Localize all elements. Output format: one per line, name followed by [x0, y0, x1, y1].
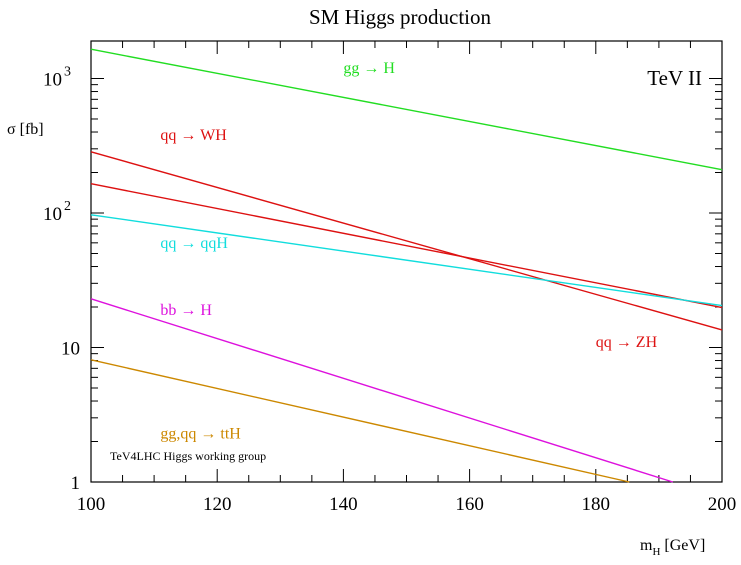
x-tick-label: 100: [77, 494, 106, 515]
series-line-0: [90, 48, 723, 171]
y-tick-label: 1: [71, 473, 81, 494]
y-tick-label-exponent: 3: [64, 64, 71, 79]
x-tick-label: 160: [455, 494, 484, 515]
x-tick-label: 120: [203, 494, 232, 515]
series-line-1: [90, 151, 723, 331]
x-axis-label-main: m: [640, 537, 653, 554]
series-label-4: bb → H: [160, 302, 212, 319]
corner-label: TeV II: [647, 66, 702, 90]
x-tick-label: 180: [582, 494, 611, 515]
series-lines: [90, 48, 723, 483]
x-axis-label: mH [GeV]: [640, 537, 705, 558]
series-line-5: [90, 359, 630, 483]
y-tick-label-exponent: 2: [64, 199, 71, 214]
x-tick-labels: 100 120 140 160 180 200: [77, 494, 737, 515]
axis-ticks: [90, 41, 723, 483]
series-label-5: gg,qq → ttH: [160, 425, 241, 442]
y-tick-label: 10: [61, 338, 80, 359]
x-tick-label: 140: [329, 494, 358, 515]
plot-frame: [90, 40, 723, 483]
series-label-3: qq → qqH: [160, 235, 228, 252]
x-axis-label-unit: [GeV]: [660, 537, 705, 554]
series-line-2: [90, 183, 723, 309]
series-label-0: gg → H: [343, 60, 395, 77]
series-labels: gg → H qq → WH qq → ZH qq → qqH bb → H gg,qq …: [160, 60, 657, 443]
y-axis-label: σ [fb]: [7, 121, 44, 138]
y-tick-label: 10: [43, 204, 62, 225]
x-tick-label: 200: [708, 494, 737, 515]
working-group-note: TeV4LHC Higgs working group: [110, 449, 266, 463]
x-axis-label-sub: H: [652, 546, 660, 558]
series-label-2: qq → ZH: [596, 334, 658, 351]
series-line-3: [90, 214, 723, 307]
series-line-4: [90, 298, 673, 483]
y-tick-label: 10: [43, 69, 62, 90]
series-label-1: qq → WH: [160, 127, 227, 144]
chart-title: SM Higgs production: [309, 5, 492, 29]
